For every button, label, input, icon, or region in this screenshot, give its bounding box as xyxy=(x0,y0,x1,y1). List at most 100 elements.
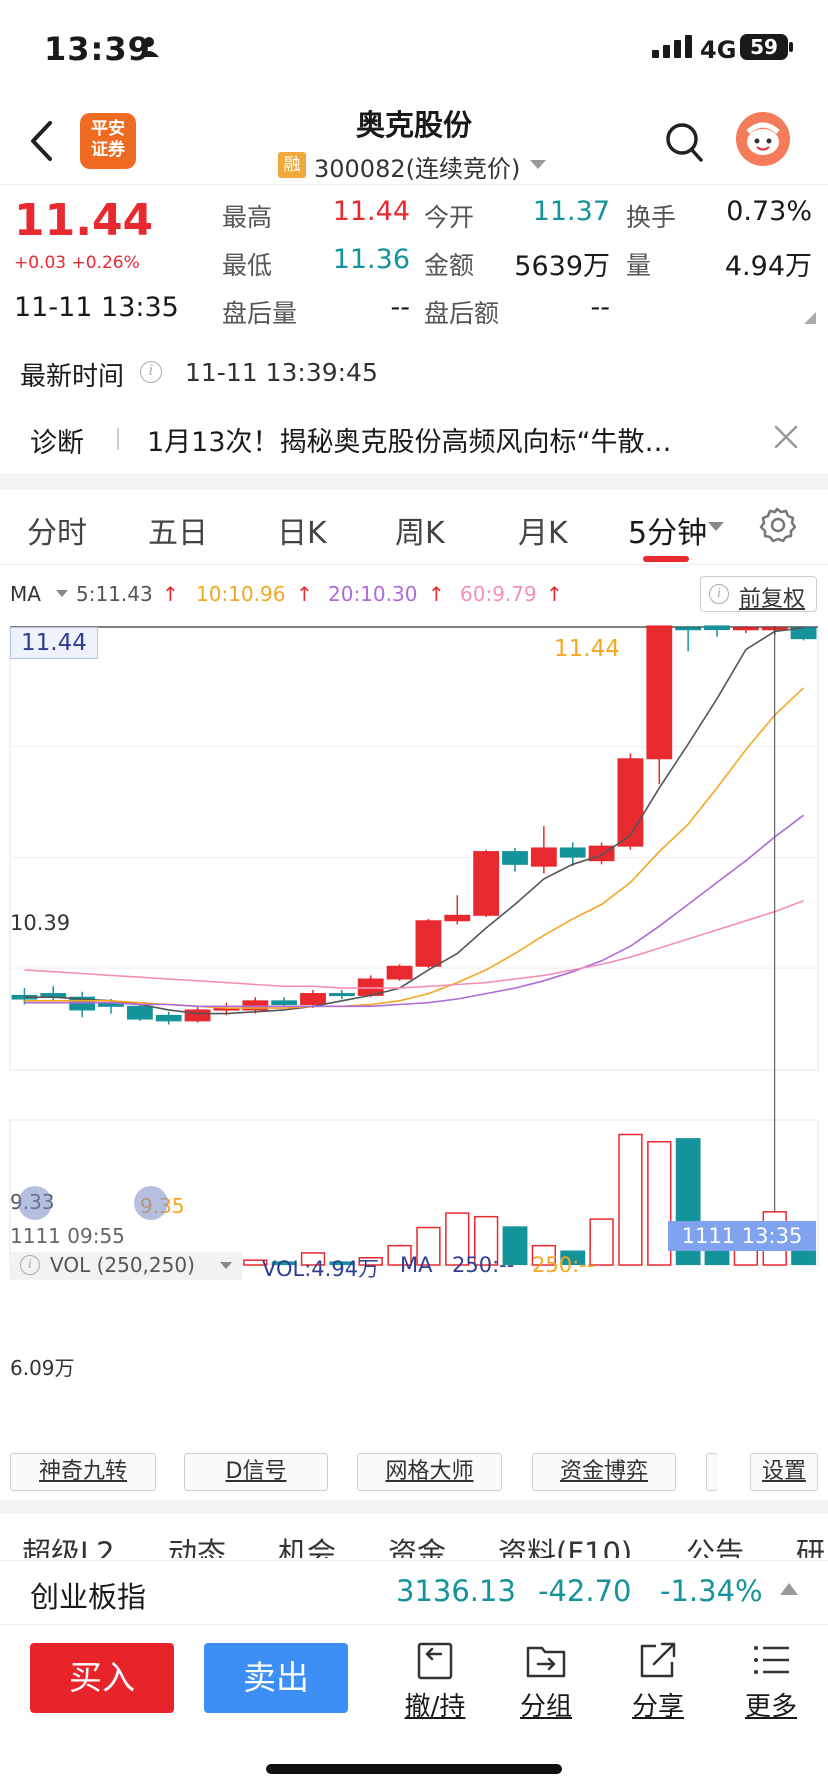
tab-weekly-k[interactable]: 周K xyxy=(395,516,445,551)
latest-time-label: 最新时间 xyxy=(20,362,125,392)
candle-body xyxy=(415,920,442,967)
index-percent: -1.34% xyxy=(660,1574,763,1608)
tab-monthly-k[interactable]: 月K xyxy=(518,516,568,551)
index-value: 3136.13 xyxy=(396,1574,516,1608)
buy-button[interactable]: 买入 xyxy=(30,1643,174,1713)
up-arrow-icon: ↑ xyxy=(546,582,563,606)
subtab-announcement[interactable]: 公告 xyxy=(686,1536,745,1558)
search-icon[interactable] xyxy=(665,122,705,164)
forward-adjust-button[interactable]: i 前复权 xyxy=(700,576,817,612)
candle-body xyxy=(704,625,730,631)
stock-code[interactable]: 300082(连续竞价) xyxy=(314,155,521,183)
group-button[interactable]: 分组 xyxy=(519,1692,572,1722)
open-value: 11.37 xyxy=(532,196,610,227)
quote-time: 11-11 13:35 xyxy=(14,292,179,323)
volume-selector-label: VOL (250,250) xyxy=(50,1253,195,1277)
tool-nine-turn-button[interactable]: 神奇九转 xyxy=(10,1453,156,1491)
chevron-down-icon[interactable] xyxy=(56,590,68,597)
cancel-hold-icon[interactable] xyxy=(413,1640,457,1682)
candle-body xyxy=(675,627,702,631)
low-label: 最低 xyxy=(222,251,273,280)
stock-name: 奥克股份 xyxy=(355,108,472,142)
subtab-f10[interactable]: 资料(F10) xyxy=(498,1536,633,1558)
turnover-value: 0.73% xyxy=(726,196,812,227)
scroll-right-icon[interactable] xyxy=(134,1186,168,1220)
chevron-down-icon xyxy=(220,1262,232,1269)
volume-axis-tick: 6.09万 xyxy=(10,1356,75,1380)
tab-five-day[interactable]: 五日 xyxy=(148,516,208,551)
volume-bar xyxy=(300,1252,326,1266)
tool-d-signal-button[interactable]: D信号 xyxy=(184,1453,328,1491)
share-icon[interactable] xyxy=(636,1640,680,1682)
volume-bar xyxy=(618,1133,643,1266)
up-arrow-icon: ↑ xyxy=(428,582,445,606)
back-icon[interactable] xyxy=(28,120,54,162)
high-value: 11.44 xyxy=(332,196,410,227)
chevron-down-icon[interactable] xyxy=(708,522,724,531)
subtab-funds[interactable]: 资金 xyxy=(388,1536,447,1558)
candle-body xyxy=(126,1005,153,1020)
expand-corner-icon[interactable] xyxy=(804,312,816,324)
avatar[interactable] xyxy=(736,112,790,166)
candlestick-chart[interactable] xyxy=(0,615,828,1445)
group-icon[interactable] xyxy=(524,1640,568,1682)
person-icon xyxy=(139,37,159,57)
tool-more-button[interactable] xyxy=(706,1453,718,1491)
candle-body xyxy=(559,847,586,858)
after-hours-amount-value: -- xyxy=(590,292,611,323)
share-button[interactable]: 分享 xyxy=(631,1692,684,1722)
close-icon[interactable] xyxy=(773,424,799,450)
high-label: 最高 xyxy=(222,203,273,232)
ma-label[interactable]: MA xyxy=(10,582,41,606)
gear-icon[interactable] xyxy=(758,506,796,544)
volume-panel-frame xyxy=(9,1119,819,1266)
volume-indicator-selector[interactable]: i VOL (250,250) xyxy=(10,1252,242,1280)
tab-5min[interactable]: 5分钟 xyxy=(628,516,708,551)
ma20-value: 20:10.30 xyxy=(328,582,418,606)
tab-daily-k[interactable]: 日K xyxy=(277,516,327,551)
index-ticker-bar[interactable] xyxy=(0,1560,828,1624)
time-axis-start: 1111 09:55 xyxy=(10,1224,125,1248)
index-change: -42.70 xyxy=(538,1574,632,1608)
info-icon[interactable]: i xyxy=(140,361,162,383)
tool-fund-game-button[interactable]: 资金博弈 xyxy=(532,1453,676,1491)
cancel-hold-button[interactable]: 撤/持 xyxy=(404,1692,466,1722)
menu-icon[interactable] xyxy=(749,1640,793,1682)
diagnosis-headline[interactable]: 1月13次！揭秘奥克股份高频风向标“牛散… xyxy=(147,427,672,458)
ma60-value: 60:9.79 xyxy=(460,582,537,606)
tab-intraday[interactable]: 分时 xyxy=(27,516,87,551)
candle-body xyxy=(646,625,673,760)
amount-value: 5639万 xyxy=(514,251,610,282)
battery-tip xyxy=(789,42,793,52)
more-button[interactable]: 更多 xyxy=(744,1692,797,1722)
broker-logo: 平安 证券 xyxy=(80,113,136,169)
candle-body xyxy=(732,627,759,631)
chevron-down-icon[interactable] xyxy=(530,160,546,169)
subtab-super-l2[interactable]: 超级L2 xyxy=(22,1536,115,1558)
tool-grid-master-button[interactable]: 网格大师 xyxy=(357,1453,502,1491)
expand-up-icon[interactable] xyxy=(780,1583,798,1595)
volume-bar xyxy=(445,1212,470,1266)
sell-button[interactable]: 卖出 xyxy=(204,1643,348,1713)
subtab-research[interactable]: 研 xyxy=(796,1536,826,1558)
cursor-time-tag: 1111 13:35 xyxy=(668,1221,816,1251)
candle-body xyxy=(502,851,528,865)
forward-adjust-label: 前复权 xyxy=(739,587,806,612)
info-icon: i xyxy=(709,584,729,604)
volume-bar xyxy=(589,1218,614,1266)
ma-line-ma10 xyxy=(24,687,805,1009)
section-gap xyxy=(0,474,828,490)
active-tab-indicator xyxy=(643,556,689,562)
subtab-news[interactable]: 动态 xyxy=(168,1536,227,1558)
volume-bar xyxy=(329,1261,355,1265)
max-price-label: 11.44 xyxy=(554,636,620,662)
candle-body xyxy=(473,851,500,916)
candle-body xyxy=(617,758,644,847)
scroll-left-icon[interactable] xyxy=(18,1186,52,1220)
latest-time-value: 11-11 13:39:45 xyxy=(185,358,378,387)
tool-settings-button[interactable]: 设置 xyxy=(750,1453,818,1491)
home-indicator[interactable] xyxy=(266,1764,562,1774)
volume-bar xyxy=(473,1215,499,1266)
subtab-opportunity[interactable]: 机会 xyxy=(278,1536,337,1558)
section-gap xyxy=(0,1500,828,1514)
